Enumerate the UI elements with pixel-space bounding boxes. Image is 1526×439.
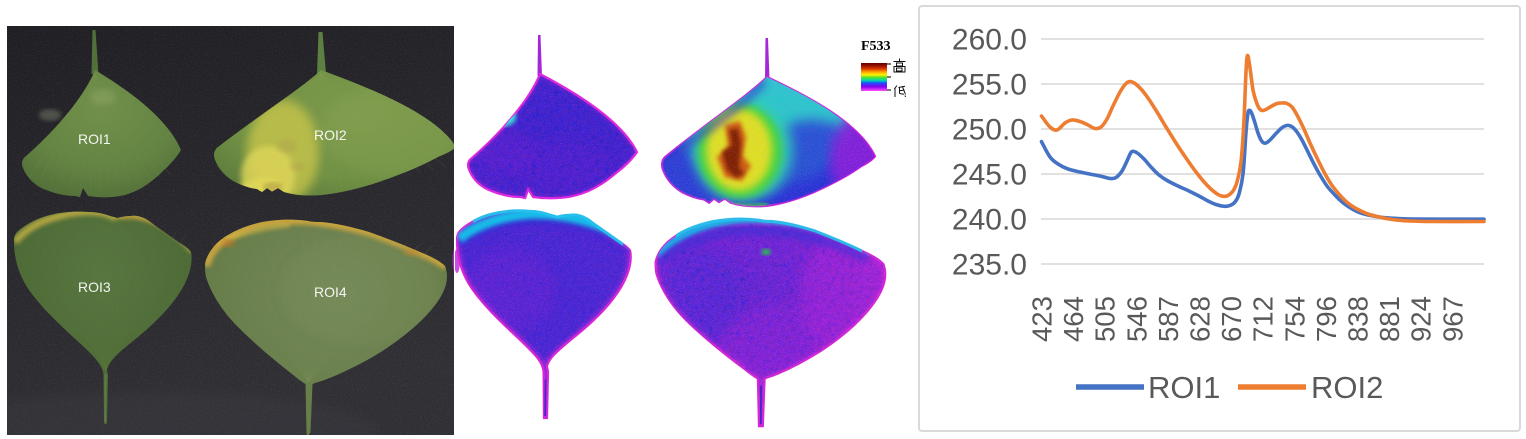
svg-text:240.0: 240.0 <box>952 204 1027 237</box>
svg-text:712: 712 <box>1248 296 1279 342</box>
svg-text:ROI1: ROI1 <box>78 131 111 147</box>
svg-text:670: 670 <box>1216 296 1247 342</box>
svg-text:ROI2: ROI2 <box>314 127 347 143</box>
svg-text:235.0: 235.0 <box>952 249 1027 282</box>
svg-text:255.0: 255.0 <box>952 69 1027 102</box>
svg-text:924: 924 <box>1406 296 1437 342</box>
svg-text:260.0: 260.0 <box>952 24 1027 57</box>
svg-text:505: 505 <box>1090 296 1121 342</box>
svg-text:628: 628 <box>1185 296 1216 342</box>
svg-text:838: 838 <box>1343 296 1374 342</box>
svg-text:ROI3: ROI3 <box>78 279 111 295</box>
svg-text:ROI1: ROI1 <box>1148 370 1220 405</box>
svg-text:881: 881 <box>1374 296 1405 342</box>
svg-text:754: 754 <box>1279 296 1310 342</box>
svg-text:F533: F533 <box>861 39 891 54</box>
svg-text:587: 587 <box>1153 296 1184 342</box>
svg-text:245.0: 245.0 <box>952 159 1027 192</box>
svg-text:464: 464 <box>1058 296 1089 342</box>
svg-text:250.0: 250.0 <box>952 114 1027 147</box>
svg-text:796: 796 <box>1311 296 1342 342</box>
svg-text:ROI2: ROI2 <box>1311 370 1383 405</box>
svg-text:ROI4: ROI4 <box>314 284 347 300</box>
svg-text:546: 546 <box>1121 296 1152 342</box>
svg-text:967: 967 <box>1437 296 1468 342</box>
svg-text:423: 423 <box>1027 296 1058 342</box>
